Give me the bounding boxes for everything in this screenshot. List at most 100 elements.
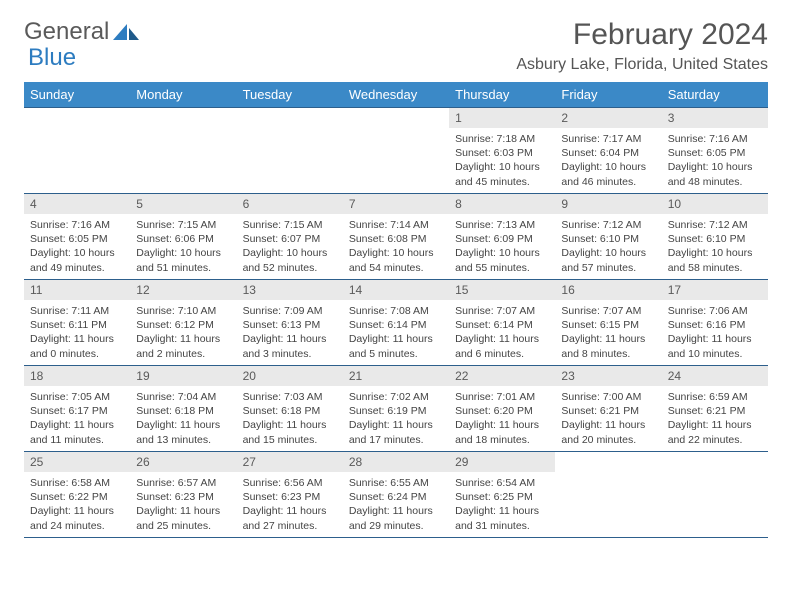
day-number: 8 [449,194,555,214]
calendar-day-cell: 13Sunrise: 7:09 AMSunset: 6:13 PMDayligh… [237,280,343,366]
calendar-day-cell: 15Sunrise: 7:07 AMSunset: 6:14 PMDayligh… [449,280,555,366]
weekday-header: Sunday [24,82,130,108]
logo: General [24,18,141,46]
day-number: 17 [662,280,768,300]
calendar-day-cell: 6Sunrise: 7:15 AMSunset: 6:07 PMDaylight… [237,194,343,280]
day-number: 12 [130,280,236,300]
calendar-week-row: 4Sunrise: 7:16 AMSunset: 6:05 PMDaylight… [24,194,768,280]
calendar-body: 1Sunrise: 7:18 AMSunset: 6:03 PMDaylight… [24,108,768,538]
day-number: 2 [555,108,661,128]
day-number: 29 [449,452,555,472]
day-details: Sunrise: 7:11 AMSunset: 6:11 PMDaylight:… [24,300,130,363]
header: General February 2024 Asbury Lake, Flori… [24,18,768,74]
calendar-day-cell: 5Sunrise: 7:15 AMSunset: 6:06 PMDaylight… [130,194,236,280]
calendar-day-cell [555,452,661,538]
day-number: 16 [555,280,661,300]
day-number: 14 [343,280,449,300]
day-details: Sunrise: 7:16 AMSunset: 6:05 PMDaylight:… [662,128,768,191]
day-number: 27 [237,452,343,472]
day-details: Sunrise: 7:07 AMSunset: 6:15 PMDaylight:… [555,300,661,363]
day-number: 13 [237,280,343,300]
calendar-day-cell: 16Sunrise: 7:07 AMSunset: 6:15 PMDayligh… [555,280,661,366]
calendar-day-cell [24,108,130,194]
day-number: 20 [237,366,343,386]
calendar-day-cell: 27Sunrise: 6:56 AMSunset: 6:23 PMDayligh… [237,452,343,538]
calendar-week-row: 11Sunrise: 7:11 AMSunset: 6:11 PMDayligh… [24,280,768,366]
day-details: Sunrise: 7:17 AMSunset: 6:04 PMDaylight:… [555,128,661,191]
day-details: Sunrise: 7:12 AMSunset: 6:10 PMDaylight:… [662,214,768,277]
day-number: 7 [343,194,449,214]
calendar-day-cell: 26Sunrise: 6:57 AMSunset: 6:23 PMDayligh… [130,452,236,538]
logo-word2: Blue [28,44,76,72]
calendar-day-cell: 2Sunrise: 7:17 AMSunset: 6:04 PMDaylight… [555,108,661,194]
calendar-day-cell [343,108,449,194]
day-number: 28 [343,452,449,472]
day-details: Sunrise: 7:06 AMSunset: 6:16 PMDaylight:… [662,300,768,363]
month-title: February 2024 [516,18,768,52]
day-details: Sunrise: 7:04 AMSunset: 6:18 PMDaylight:… [130,386,236,449]
weekday-header-row: SundayMondayTuesdayWednesdayThursdayFrid… [24,82,768,108]
day-number: 10 [662,194,768,214]
calendar-day-cell: 19Sunrise: 7:04 AMSunset: 6:18 PMDayligh… [130,366,236,452]
day-number: 26 [130,452,236,472]
day-number: 4 [24,194,130,214]
day-details: Sunrise: 7:09 AMSunset: 6:13 PMDaylight:… [237,300,343,363]
day-details: Sunrise: 7:12 AMSunset: 6:10 PMDaylight:… [555,214,661,277]
day-number: 6 [237,194,343,214]
calendar-day-cell: 14Sunrise: 7:08 AMSunset: 6:14 PMDayligh… [343,280,449,366]
calendar-day-cell: 24Sunrise: 6:59 AMSunset: 6:21 PMDayligh… [662,366,768,452]
weekday-header: Wednesday [343,82,449,108]
calendar-day-cell [130,108,236,194]
day-number: 3 [662,108,768,128]
calendar-day-cell: 29Sunrise: 6:54 AMSunset: 6:25 PMDayligh… [449,452,555,538]
day-details: Sunrise: 6:57 AMSunset: 6:23 PMDaylight:… [130,472,236,535]
day-details: Sunrise: 7:14 AMSunset: 6:08 PMDaylight:… [343,214,449,277]
day-details: Sunrise: 6:59 AMSunset: 6:21 PMDaylight:… [662,386,768,449]
day-details: Sunrise: 7:07 AMSunset: 6:14 PMDaylight:… [449,300,555,363]
day-details: Sunrise: 7:03 AMSunset: 6:18 PMDaylight:… [237,386,343,449]
weekday-header: Thursday [449,82,555,108]
calendar-day-cell: 4Sunrise: 7:16 AMSunset: 6:05 PMDaylight… [24,194,130,280]
calendar-week-row: 18Sunrise: 7:05 AMSunset: 6:17 PMDayligh… [24,366,768,452]
calendar-day-cell: 22Sunrise: 7:01 AMSunset: 6:20 PMDayligh… [449,366,555,452]
location: Asbury Lake, Florida, United States [516,56,768,74]
calendar-day-cell: 3Sunrise: 7:16 AMSunset: 6:05 PMDaylight… [662,108,768,194]
day-details: Sunrise: 7:08 AMSunset: 6:14 PMDaylight:… [343,300,449,363]
day-number: 25 [24,452,130,472]
weekday-header: Friday [555,82,661,108]
day-details: Sunrise: 6:58 AMSunset: 6:22 PMDaylight:… [24,472,130,535]
calendar-day-cell: 17Sunrise: 7:06 AMSunset: 6:16 PMDayligh… [662,280,768,366]
calendar-day-cell: 23Sunrise: 7:00 AMSunset: 6:21 PMDayligh… [555,366,661,452]
title-block: February 2024 Asbury Lake, Florida, Unit… [516,18,768,74]
calendar-week-row: 25Sunrise: 6:58 AMSunset: 6:22 PMDayligh… [24,452,768,538]
day-number: 21 [343,366,449,386]
day-details: Sunrise: 7:00 AMSunset: 6:21 PMDaylight:… [555,386,661,449]
day-number: 1 [449,108,555,128]
logo-word1: General [24,18,109,46]
day-details: Sunrise: 6:54 AMSunset: 6:25 PMDaylight:… [449,472,555,535]
logo-sail-icon [113,22,139,42]
calendar-day-cell: 1Sunrise: 7:18 AMSunset: 6:03 PMDaylight… [449,108,555,194]
day-number: 15 [449,280,555,300]
calendar-day-cell: 12Sunrise: 7:10 AMSunset: 6:12 PMDayligh… [130,280,236,366]
day-details: Sunrise: 7:13 AMSunset: 6:09 PMDaylight:… [449,214,555,277]
day-number: 22 [449,366,555,386]
weekday-header: Saturday [662,82,768,108]
day-details: Sunrise: 6:55 AMSunset: 6:24 PMDaylight:… [343,472,449,535]
weekday-header: Monday [130,82,236,108]
day-details: Sunrise: 7:02 AMSunset: 6:19 PMDaylight:… [343,386,449,449]
day-details: Sunrise: 7:18 AMSunset: 6:03 PMDaylight:… [449,128,555,191]
calendar-day-cell: 25Sunrise: 6:58 AMSunset: 6:22 PMDayligh… [24,452,130,538]
day-details: Sunrise: 7:15 AMSunset: 6:07 PMDaylight:… [237,214,343,277]
day-number: 11 [24,280,130,300]
calendar-table: SundayMondayTuesdayWednesdayThursdayFrid… [24,82,768,538]
day-details: Sunrise: 7:10 AMSunset: 6:12 PMDaylight:… [130,300,236,363]
calendar-day-cell: 18Sunrise: 7:05 AMSunset: 6:17 PMDayligh… [24,366,130,452]
day-details: Sunrise: 7:16 AMSunset: 6:05 PMDaylight:… [24,214,130,277]
calendar-day-cell [662,452,768,538]
weekday-header: Tuesday [237,82,343,108]
calendar-day-cell [237,108,343,194]
day-number: 5 [130,194,236,214]
calendar-day-cell: 10Sunrise: 7:12 AMSunset: 6:10 PMDayligh… [662,194,768,280]
day-number: 23 [555,366,661,386]
